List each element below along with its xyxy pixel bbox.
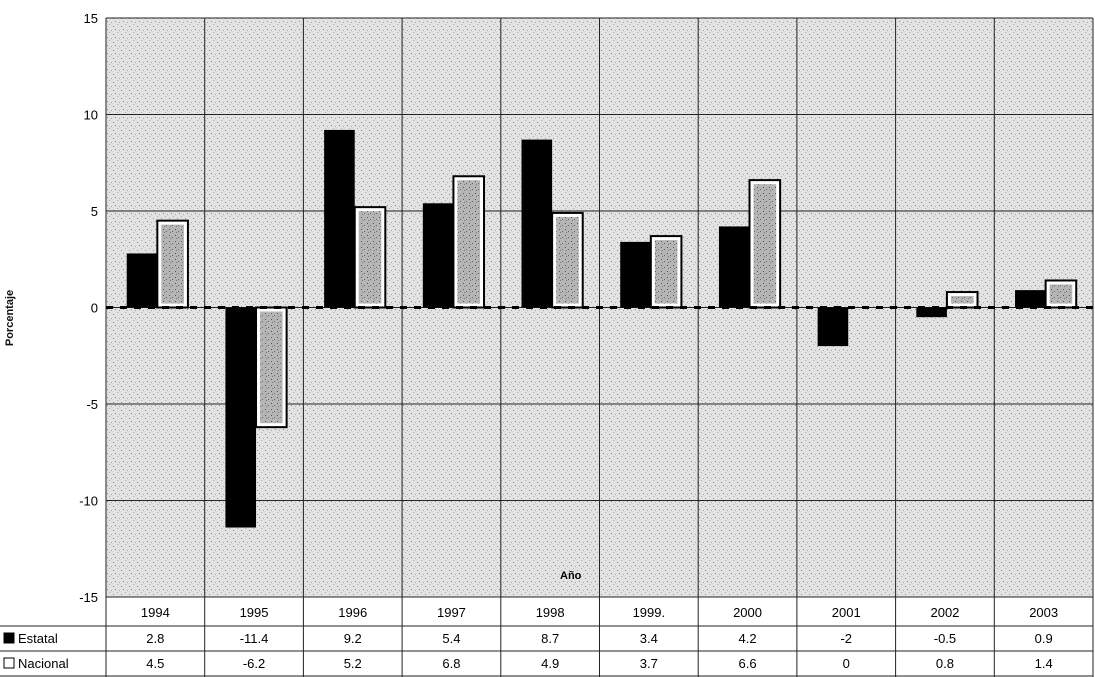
- data-table-value: 3.7: [640, 656, 658, 671]
- y-tick-label: 0: [91, 301, 98, 316]
- y-tick-label: 5: [91, 204, 98, 219]
- data-table-value: -2: [840, 631, 852, 646]
- x-tick-label: 2003: [1029, 605, 1058, 620]
- bar-estatal: [126, 253, 158, 308]
- bar-estatal: [620, 241, 651, 308]
- bar-estatal: [718, 226, 750, 308]
- data-table-value: -11.4: [240, 631, 269, 646]
- data-table-value: 4.2: [739, 631, 757, 646]
- x-tick-label: 2001: [832, 605, 861, 620]
- bar-estatal: [916, 307, 947, 318]
- data-table-value: 0: [843, 656, 850, 671]
- legend-label: Nacional: [18, 656, 69, 671]
- x-tick-label: 1994: [141, 605, 170, 620]
- data-table-value: 6.8: [442, 656, 460, 671]
- data-table-value: 8.7: [541, 631, 559, 646]
- y-tick-label: -15: [79, 590, 98, 605]
- y-tick-label: -10: [79, 494, 98, 509]
- bar-nacional-fill: [950, 296, 974, 304]
- x-axis-label: Año: [560, 570, 582, 582]
- legend-swatch: [3, 657, 15, 669]
- y-tick-label: 10: [84, 108, 98, 123]
- data-table-value: 1.4: [1035, 656, 1053, 671]
- y-tick-label: 15: [84, 11, 98, 26]
- bar-nacional-fill: [161, 224, 184, 304]
- bar-nacional-fill: [358, 211, 382, 304]
- bar-estatal: [225, 307, 257, 528]
- x-tick-label: 2000: [733, 605, 762, 620]
- data-table-value: 9.2: [344, 631, 362, 646]
- x-tick-label: 2002: [930, 605, 959, 620]
- data-table-value: 0.8: [936, 656, 954, 671]
- bar-nacional-fill: [260, 311, 283, 424]
- bar-estatal: [422, 203, 454, 308]
- y-tick-labels: 15 10 5 0 -5 -10 -15: [79, 11, 98, 605]
- bar-nacional-fill: [556, 216, 579, 304]
- bar-estatal: [817, 307, 849, 347]
- bar-nacional-fill: [1049, 284, 1073, 304]
- data-table-value: 0.9: [1035, 631, 1053, 646]
- data-table-value: -0.5: [934, 631, 956, 646]
- bars: [126, 129, 1078, 528]
- x-tick-label: 1997: [437, 605, 466, 620]
- data-table-value: 2.8: [146, 631, 164, 646]
- legend-label: Estatal: [18, 631, 58, 646]
- data-table-value: 4.9: [541, 656, 559, 671]
- x-tick-label: 1996: [338, 605, 367, 620]
- bar-nacional-fill: [654, 240, 678, 304]
- data-table-value: 4.5: [146, 656, 164, 671]
- x-tick-label: 1999.: [633, 605, 666, 620]
- bar-estatal: [1015, 290, 1046, 308]
- bar-nacional-fill: [457, 180, 481, 304]
- bar-nacional-fill: [753, 184, 777, 304]
- data-table-value: 5.2: [344, 656, 362, 671]
- legend-swatch: [3, 632, 15, 644]
- data-table-value: -6.2: [243, 656, 265, 671]
- x-tick-label: 1998: [536, 605, 565, 620]
- data-table-value: 6.6: [739, 656, 757, 671]
- bar-estatal: [324, 129, 355, 308]
- data-table: 1994 1995 1996 1997 1998 1999. 2000 2001 2002 200…: [0, 597, 1094, 677]
- data-table-value: 3.4: [640, 631, 658, 646]
- data-table-value: 5.4: [442, 631, 460, 646]
- bar-estatal: [521, 139, 553, 308]
- y-tick-label: -5: [86, 397, 98, 412]
- x-tick-label: 1995: [240, 605, 269, 620]
